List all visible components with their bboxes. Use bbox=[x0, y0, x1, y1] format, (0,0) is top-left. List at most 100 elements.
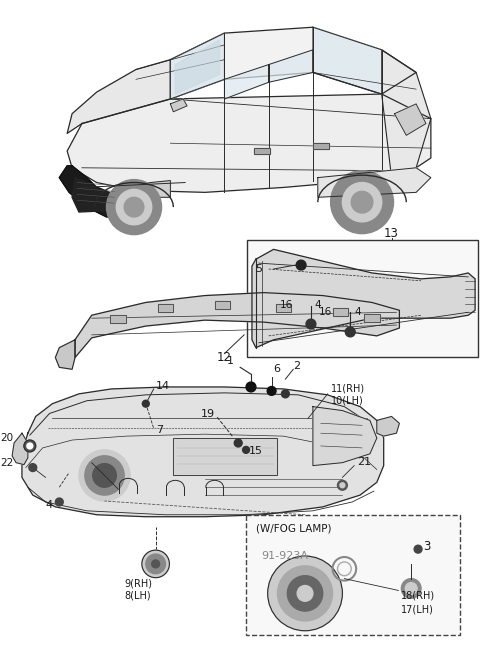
Bar bbox=[215, 302, 230, 310]
Polygon shape bbox=[170, 33, 225, 99]
Circle shape bbox=[246, 382, 256, 392]
Text: 4: 4 bbox=[354, 307, 361, 318]
Bar bbox=[333, 308, 348, 316]
Text: 21: 21 bbox=[357, 457, 371, 466]
Bar bbox=[276, 304, 291, 312]
Circle shape bbox=[331, 171, 394, 234]
Polygon shape bbox=[12, 433, 28, 464]
Bar bbox=[157, 304, 173, 312]
Bar bbox=[173, 438, 276, 476]
Bar bbox=[333, 308, 348, 316]
Circle shape bbox=[55, 498, 63, 506]
Polygon shape bbox=[225, 64, 269, 99]
Polygon shape bbox=[175, 40, 219, 94]
Text: 18(RH): 18(RH) bbox=[401, 590, 435, 600]
Text: 91-923A: 91-923A bbox=[261, 551, 308, 561]
Text: 15: 15 bbox=[249, 446, 263, 456]
Text: 2: 2 bbox=[293, 361, 300, 371]
Polygon shape bbox=[377, 417, 399, 436]
Bar bbox=[173, 438, 276, 476]
Polygon shape bbox=[60, 166, 126, 217]
Circle shape bbox=[267, 386, 276, 396]
Circle shape bbox=[146, 554, 166, 574]
Circle shape bbox=[242, 447, 250, 453]
Polygon shape bbox=[124, 180, 170, 202]
Text: 1: 1 bbox=[227, 356, 233, 367]
Circle shape bbox=[281, 390, 289, 398]
Text: 14: 14 bbox=[156, 381, 170, 391]
Bar bbox=[364, 314, 380, 322]
Polygon shape bbox=[55, 340, 75, 369]
Circle shape bbox=[405, 583, 417, 594]
Polygon shape bbox=[67, 60, 170, 133]
Polygon shape bbox=[318, 168, 431, 197]
Circle shape bbox=[277, 566, 333, 621]
Text: 17(LH): 17(LH) bbox=[401, 604, 434, 614]
Text: 4: 4 bbox=[46, 500, 53, 510]
Polygon shape bbox=[75, 293, 399, 358]
Circle shape bbox=[152, 560, 159, 568]
Circle shape bbox=[234, 439, 242, 447]
Circle shape bbox=[340, 483, 345, 487]
Circle shape bbox=[345, 327, 355, 337]
Polygon shape bbox=[269, 50, 313, 82]
Text: 16: 16 bbox=[280, 300, 293, 310]
Text: 22: 22 bbox=[0, 458, 13, 468]
Bar bbox=[247, 239, 478, 358]
Circle shape bbox=[79, 450, 130, 501]
Text: (W/FOG LAMP): (W/FOG LAMP) bbox=[256, 523, 331, 533]
Text: 3: 3 bbox=[423, 540, 431, 553]
Polygon shape bbox=[67, 94, 431, 192]
Text: 19: 19 bbox=[201, 409, 215, 419]
Circle shape bbox=[143, 400, 149, 407]
Bar bbox=[110, 316, 126, 323]
Bar bbox=[110, 316, 126, 323]
Polygon shape bbox=[313, 407, 377, 466]
Bar bbox=[313, 143, 329, 149]
Polygon shape bbox=[72, 178, 121, 212]
Bar bbox=[246, 515, 460, 634]
Circle shape bbox=[337, 480, 348, 490]
Circle shape bbox=[116, 190, 152, 225]
Polygon shape bbox=[170, 28, 416, 99]
Text: 11(RH): 11(RH) bbox=[331, 384, 365, 394]
Polygon shape bbox=[22, 387, 384, 517]
Polygon shape bbox=[170, 99, 187, 112]
Circle shape bbox=[85, 456, 124, 495]
Circle shape bbox=[29, 464, 36, 472]
Bar bbox=[254, 148, 270, 154]
Circle shape bbox=[93, 464, 116, 487]
Bar bbox=[276, 304, 291, 312]
Bar bbox=[157, 304, 173, 312]
Polygon shape bbox=[382, 50, 431, 178]
Circle shape bbox=[107, 180, 162, 235]
Text: 5: 5 bbox=[255, 264, 262, 274]
Bar bbox=[313, 143, 329, 149]
Text: 7: 7 bbox=[156, 425, 163, 435]
Circle shape bbox=[296, 260, 306, 270]
Bar bbox=[215, 302, 230, 310]
Text: 4: 4 bbox=[315, 300, 322, 310]
Circle shape bbox=[342, 182, 382, 222]
Circle shape bbox=[268, 556, 342, 630]
Polygon shape bbox=[170, 33, 225, 99]
Circle shape bbox=[351, 192, 373, 213]
Circle shape bbox=[142, 550, 169, 578]
Circle shape bbox=[401, 579, 421, 598]
Polygon shape bbox=[395, 104, 426, 135]
Circle shape bbox=[124, 197, 144, 217]
Bar bbox=[364, 314, 380, 322]
Text: 6: 6 bbox=[274, 364, 281, 375]
Text: 8(LH): 8(LH) bbox=[125, 590, 151, 600]
Polygon shape bbox=[252, 249, 475, 348]
Circle shape bbox=[414, 545, 422, 553]
Circle shape bbox=[27, 443, 33, 449]
Text: 10(LH): 10(LH) bbox=[331, 396, 363, 405]
Circle shape bbox=[24, 440, 36, 452]
Circle shape bbox=[306, 319, 316, 329]
Polygon shape bbox=[313, 28, 382, 94]
Text: 16: 16 bbox=[319, 307, 333, 318]
Text: 12: 12 bbox=[216, 351, 231, 364]
Circle shape bbox=[297, 586, 313, 602]
Circle shape bbox=[288, 576, 323, 611]
